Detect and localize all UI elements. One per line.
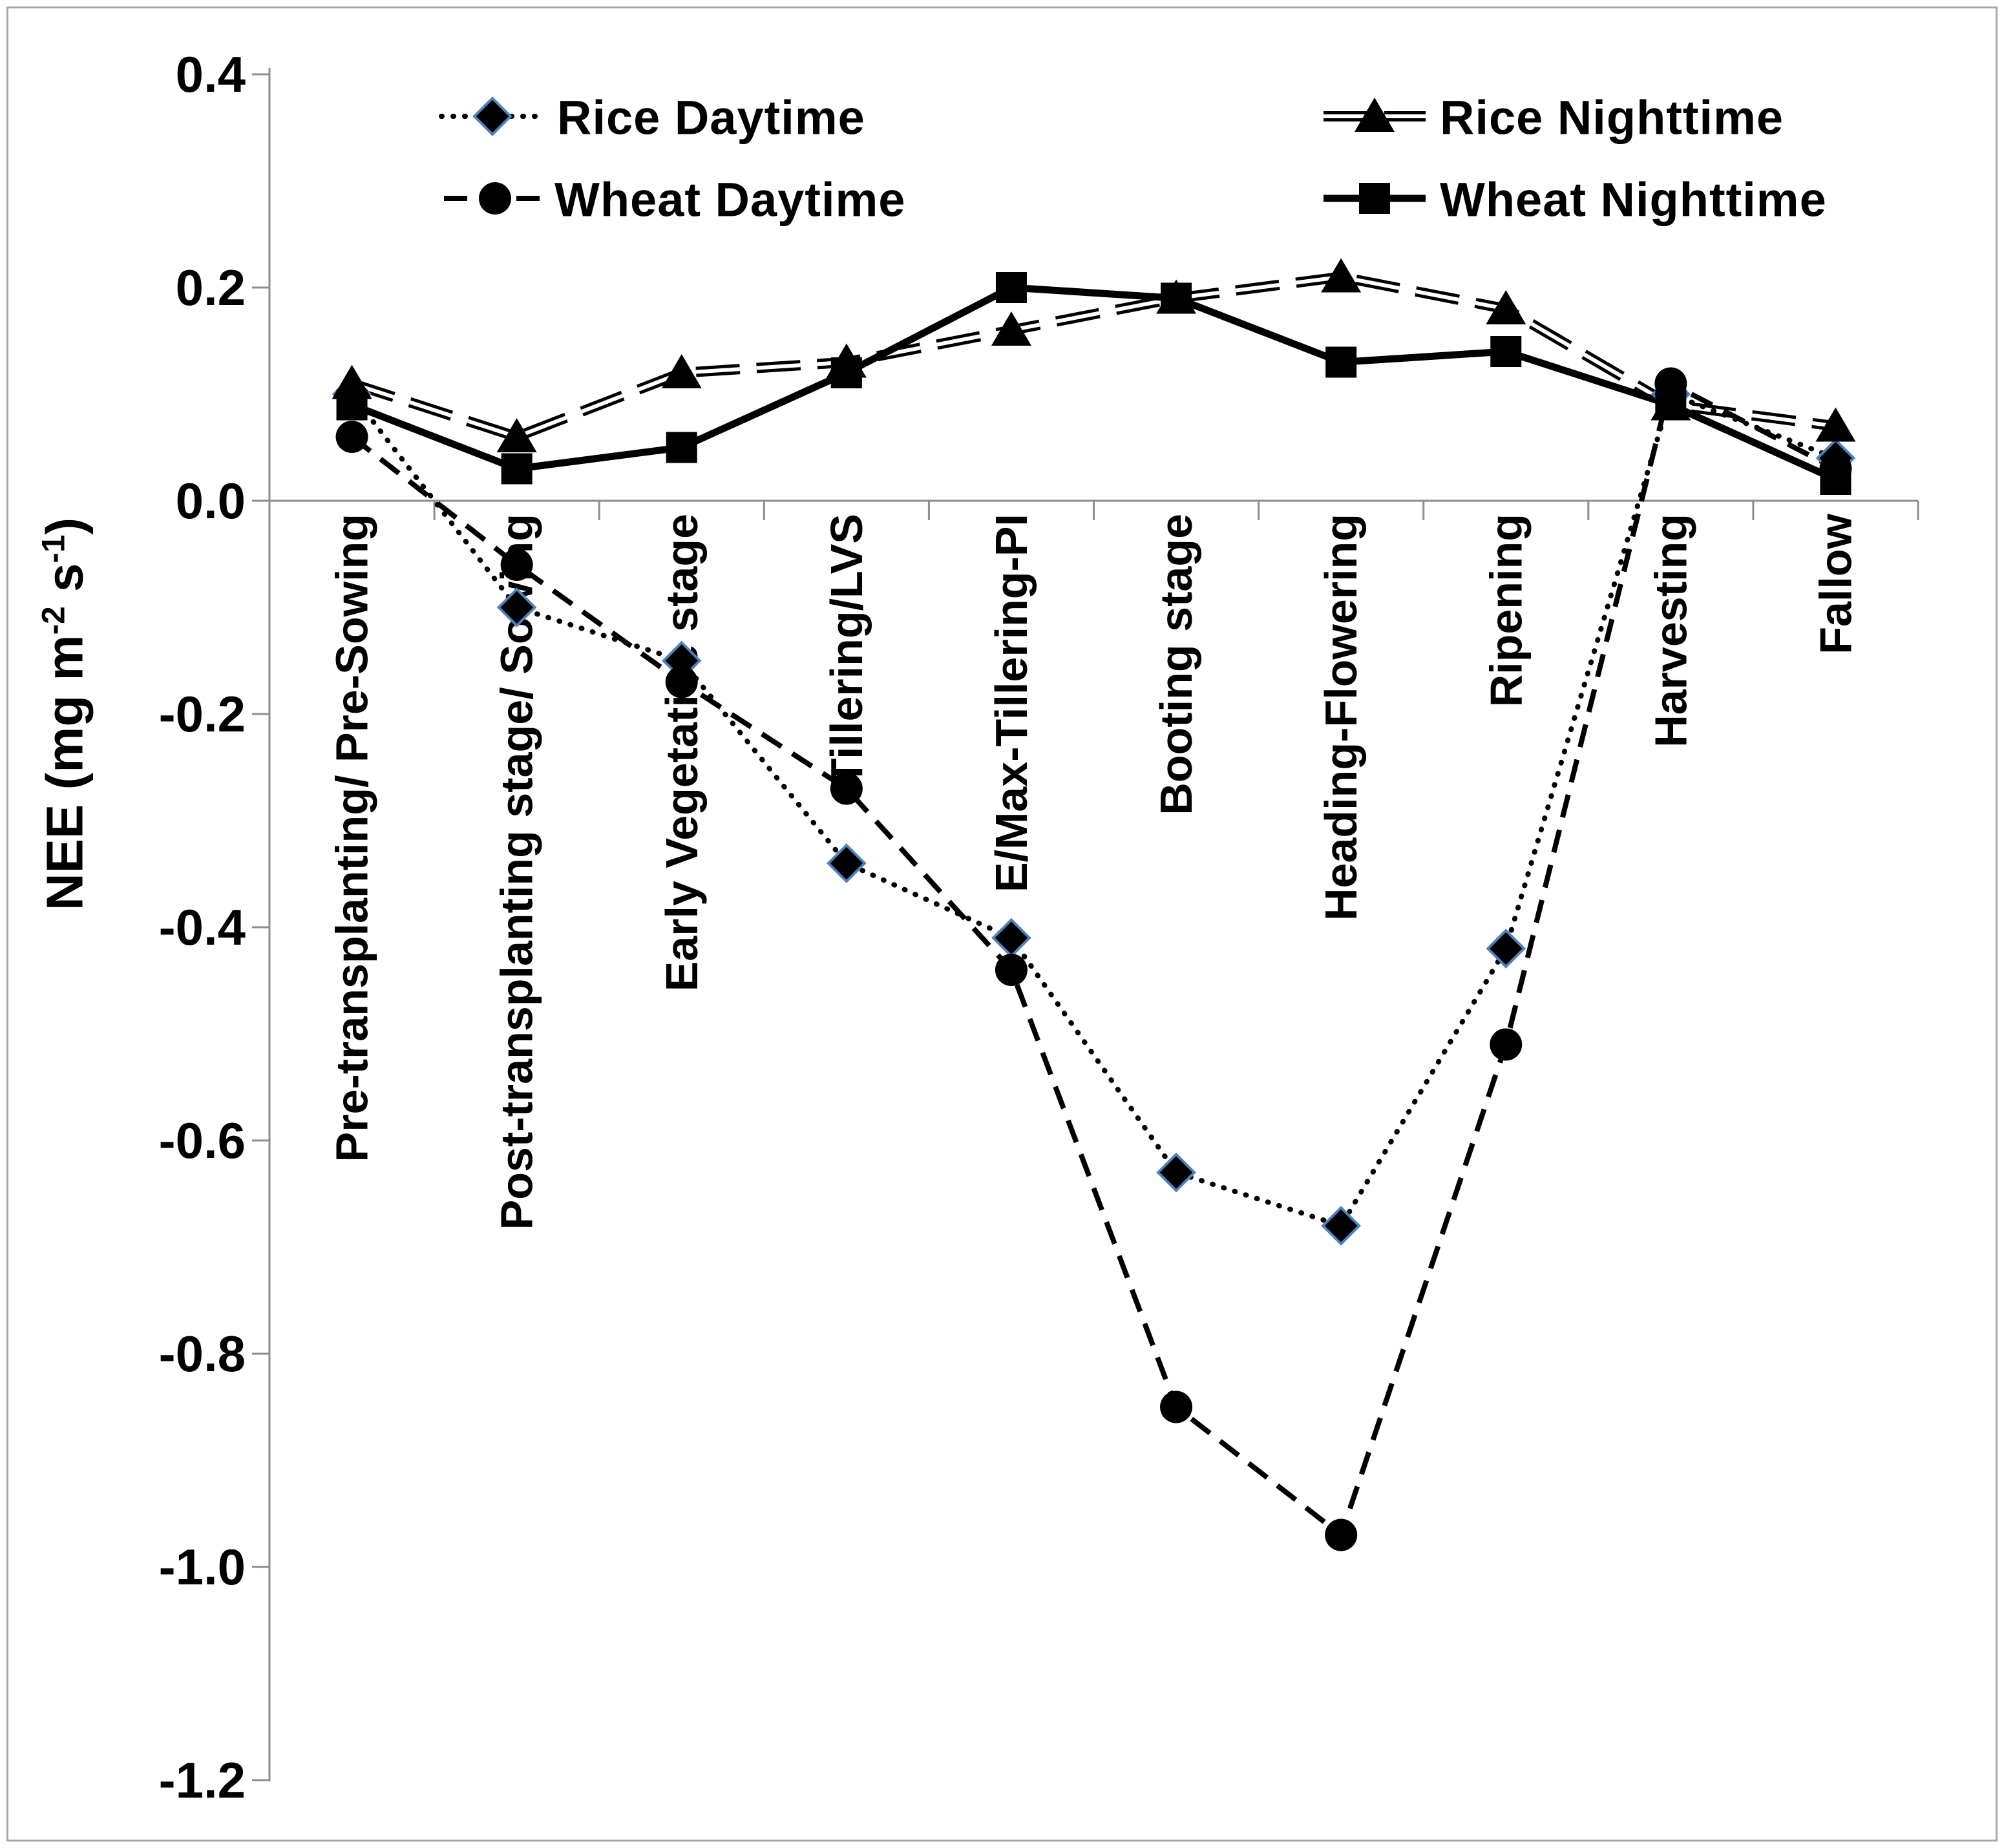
rice-daytime-marker: [1486, 929, 1526, 969]
y-tick-label: -0.6: [159, 1112, 246, 1169]
wheat-daytime-marker: [1490, 1028, 1523, 1061]
rice-daytime-legend-sample-marker: [472, 96, 512, 136]
wheat-nighttime-marker: [336, 389, 368, 421]
x-category-label: Early Vegetative stage: [657, 514, 707, 991]
x-category-label: Pre-transplanting/ Pre-Sowing: [327, 514, 377, 1162]
legend-label-rice-nighttime: Rice Nighttime: [1440, 90, 1784, 145]
wheat-nighttime-marker: [1161, 282, 1192, 314]
rice-nighttime-marker: [1486, 290, 1526, 324]
legend-label-wheat-nighttime: Wheat Nighttime: [1440, 173, 1827, 227]
wheat-daytime-marker: [830, 772, 863, 805]
rice-daytime-marker: [991, 918, 1031, 958]
x-category-label: Ripening: [1481, 514, 1531, 707]
x-category-label: Fallow: [1810, 513, 1861, 654]
y-tick-label: 0.0: [176, 472, 246, 529]
x-category-label: Harvesting: [1645, 514, 1696, 748]
y-axis-title: NEE (mg m-2 s-1): [35, 517, 94, 911]
wheat-daytime-marker: [335, 421, 368, 453]
wheat-daytime-marker: [1654, 367, 1687, 400]
wheat-nighttime-line: [350, 284, 1837, 483]
y-tick-label: -1.0: [159, 1538, 246, 1595]
y-tick-label: -1.2: [159, 1752, 246, 1809]
rice-daytime-line: [349, 392, 1839, 1228]
rice-nighttime-legend-sample-marker: [1355, 98, 1395, 132]
wheat-daytime-marker: [1325, 1518, 1358, 1551]
rice-nighttime-marker: [661, 354, 702, 388]
y-tick-label: -0.8: [159, 1325, 246, 1382]
wheat-nighttime-marker: [995, 272, 1027, 303]
wheat-nighttime-marker: [666, 432, 697, 463]
legend-label-rice-daytime: Rice Daytime: [557, 90, 865, 145]
wheat-daytime-legend-sample-marker: [479, 182, 511, 215]
wheat-daytime-marker: [665, 666, 698, 698]
wheat-daytime-line: [350, 381, 1837, 1538]
x-category-label: Booting stage: [1151, 514, 1201, 815]
legend-label-wheat-daytime: Wheat Daytime: [554, 173, 906, 227]
y-tick-label: -0.2: [159, 686, 246, 742]
y-tick-label: -0.4: [159, 899, 246, 956]
wheat-daytime-marker: [1160, 1391, 1193, 1423]
figure-border: [6, 6, 1998, 1842]
rice-daytime-marker: [496, 587, 537, 627]
x-category-label: E/Max-Tillering-PI: [986, 514, 1037, 892]
rice-nighttime-line-inner: [351, 275, 1836, 439]
rice-daytime-marker: [1156, 1152, 1196, 1193]
wheat-daytime-marker: [500, 549, 533, 581]
wheat-nighttime-marker: [1325, 346, 1357, 378]
wheat-nighttime-marker: [1490, 336, 1522, 367]
x-category-label: Post-transplanting stage/ Sowing: [492, 514, 542, 1230]
rice-nighttime-line: [350, 271, 1837, 442]
rice-daytime-marker: [827, 843, 867, 883]
rice-nighttime-marker: [496, 418, 537, 452]
rice-nighttime-marker: [991, 311, 1031, 346]
wheat-daytime-marker: [995, 954, 1028, 986]
x-category-label: Heading-Flowering: [1316, 514, 1366, 921]
wheat-daytime-marker: [1819, 452, 1852, 485]
wheat-nighttime-marker: [830, 357, 862, 388]
x-category-label: Tillering/LVS: [821, 514, 872, 786]
y-tick-label: 0.2: [176, 259, 246, 316]
y-tick-label: 0.4: [176, 46, 246, 103]
wheat-nighttime-marker: [501, 453, 533, 485]
rice-daytime-marker: [1321, 1206, 1361, 1246]
rice-nighttime-marker: [1815, 407, 1856, 442]
wheat-nighttime-legend-sample-marker: [1359, 183, 1390, 214]
rice-nighttime-marker: [1321, 258, 1362, 293]
